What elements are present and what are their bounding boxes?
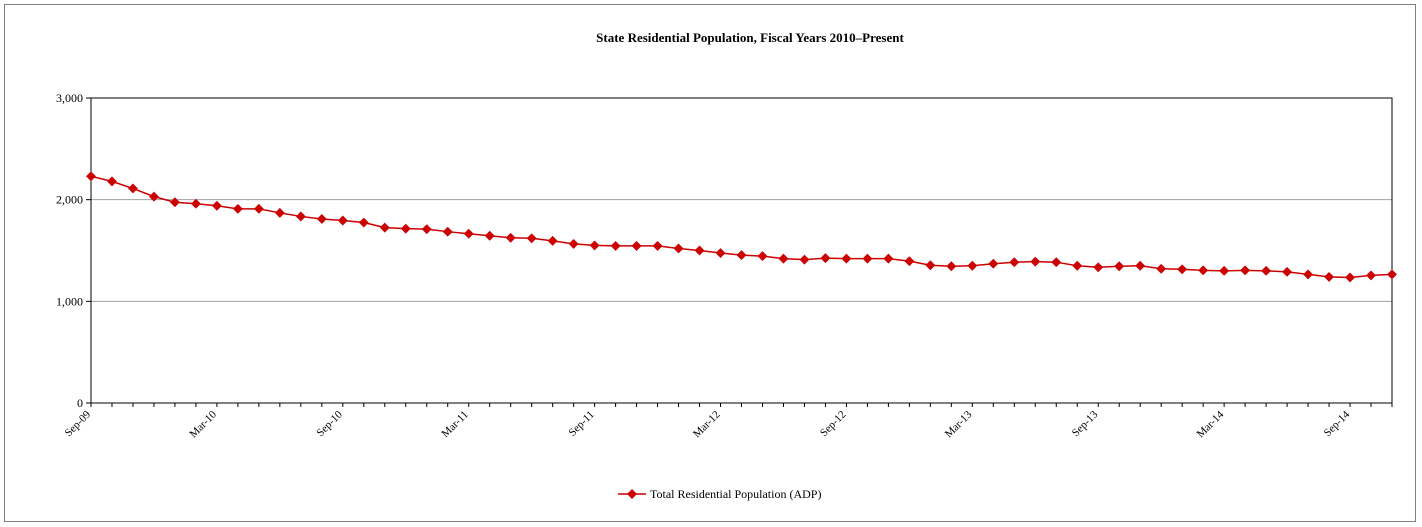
data-point bbox=[1282, 266, 1293, 277]
data-point bbox=[316, 214, 327, 224]
data-point bbox=[505, 232, 516, 243]
y-tick-label: 2,000 bbox=[56, 193, 83, 207]
data-point bbox=[211, 200, 222, 211]
data-point bbox=[463, 228, 474, 239]
y-axis: 0 1,000 2,000 3,000 bbox=[56, 91, 91, 410]
data-point bbox=[631, 240, 642, 251]
data-point bbox=[988, 258, 999, 269]
chart-title: State Residential Population, Fiscal Yea… bbox=[596, 30, 904, 45]
x-tick-label: Sep-11 bbox=[566, 409, 596, 439]
data-point bbox=[295, 211, 306, 222]
data-point bbox=[1072, 260, 1083, 271]
data-point bbox=[1156, 263, 1167, 274]
data-point bbox=[169, 197, 180, 208]
data-point bbox=[1240, 265, 1251, 276]
x-tick-label: Sep-10 bbox=[314, 408, 345, 439]
series-group bbox=[86, 171, 1397, 283]
data-point bbox=[1366, 270, 1376, 281]
x-tick-label: Sep-09 bbox=[63, 408, 94, 439]
data-point bbox=[358, 217, 369, 228]
x-tick-label: Sep-12 bbox=[818, 409, 849, 440]
data-point bbox=[190, 198, 201, 209]
data-point bbox=[694, 245, 705, 256]
gridlines bbox=[91, 199, 1392, 302]
data-point bbox=[107, 176, 117, 187]
data-point bbox=[820, 253, 831, 264]
data-point bbox=[1030, 256, 1041, 267]
data-point bbox=[967, 260, 978, 271]
data-point bbox=[799, 254, 810, 265]
data-point bbox=[1135, 260, 1146, 271]
data-point bbox=[1114, 261, 1125, 272]
data-point bbox=[610, 240, 621, 251]
data-point bbox=[1219, 265, 1230, 276]
legend: Total Residential Population (ADP) bbox=[618, 487, 821, 501]
data-point bbox=[1093, 262, 1104, 273]
y-tick-label: 0 bbox=[77, 396, 83, 410]
x-tick-label: Sep-13 bbox=[1070, 408, 1101, 439]
x-tick-label: Mar-10 bbox=[187, 408, 219, 440]
chart-frame bbox=[4, 4, 1416, 522]
data-point bbox=[1177, 264, 1188, 275]
data-point bbox=[841, 253, 852, 264]
y-tick-label: 3,000 bbox=[56, 91, 83, 105]
data-point bbox=[274, 207, 285, 218]
data-point bbox=[1009, 257, 1020, 268]
data-point bbox=[862, 253, 873, 264]
data-point bbox=[736, 250, 747, 261]
data-point bbox=[1261, 265, 1272, 276]
data-point bbox=[337, 215, 348, 226]
x-tick-label: Mar-14 bbox=[1195, 408, 1227, 440]
data-point bbox=[652, 240, 663, 251]
data-point bbox=[1198, 265, 1209, 276]
data-point bbox=[715, 248, 726, 258]
series-line bbox=[90, 175, 1393, 279]
data-point bbox=[1051, 257, 1062, 268]
data-point bbox=[946, 261, 957, 272]
x-tick-label: Mar-11 bbox=[439, 409, 470, 440]
data-point bbox=[86, 171, 96, 182]
legend-label: Total Residential Population (ADP) bbox=[650, 487, 821, 501]
data-point bbox=[778, 253, 789, 264]
data-point bbox=[568, 238, 579, 249]
data-point bbox=[1303, 269, 1314, 280]
data-point bbox=[757, 251, 768, 262]
x-tick-label: Sep-14 bbox=[1322, 408, 1353, 439]
data-point bbox=[149, 191, 159, 202]
x-axis: Sep-09 Mar-10 Sep-10 Mar-11 Sep-11 Mar-12 Sep-… bbox=[63, 403, 1393, 441]
data-point bbox=[1387, 269, 1397, 280]
data-point bbox=[400, 223, 411, 234]
data-point bbox=[232, 203, 243, 214]
data-point bbox=[883, 253, 894, 264]
data-point bbox=[484, 230, 495, 241]
x-tick-label: Mar-12 bbox=[691, 409, 723, 441]
data-point bbox=[925, 260, 936, 271]
data-point bbox=[547, 235, 558, 246]
data-point bbox=[1324, 271, 1334, 282]
data-point bbox=[379, 222, 390, 233]
data-point bbox=[421, 224, 432, 235]
data-point bbox=[904, 256, 915, 267]
data-point bbox=[1345, 272, 1355, 283]
data-point bbox=[442, 226, 453, 237]
y-tick-label: 1,000 bbox=[56, 294, 83, 308]
data-point bbox=[673, 243, 684, 254]
data-point bbox=[128, 183, 138, 194]
data-point bbox=[526, 233, 537, 244]
x-tick-label: Mar-13 bbox=[943, 408, 975, 440]
data-point bbox=[589, 240, 600, 251]
data-point bbox=[253, 203, 264, 214]
legend-marker-swatch bbox=[627, 489, 637, 499]
